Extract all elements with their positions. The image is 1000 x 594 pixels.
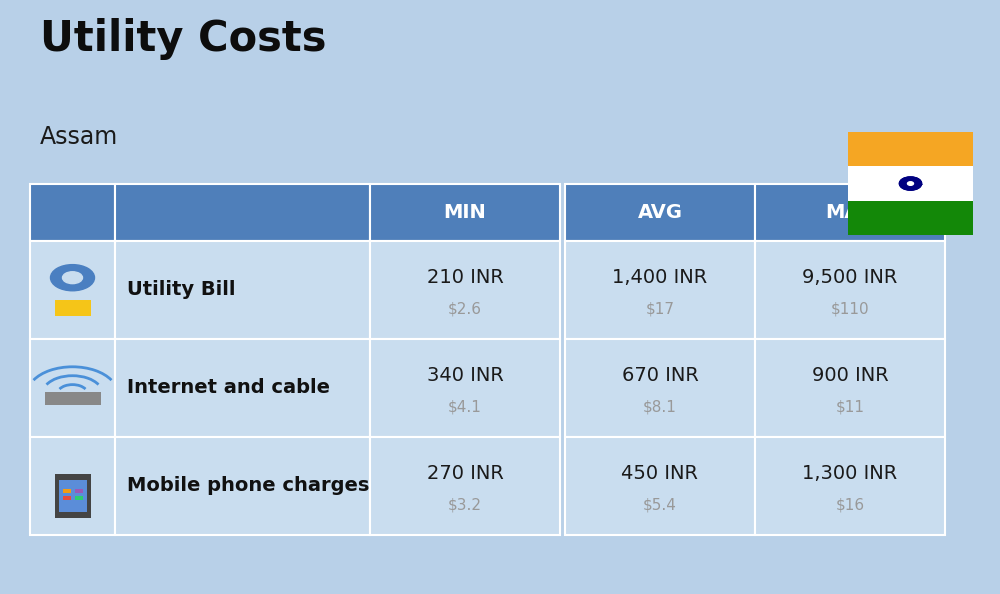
- Text: Utility Costs: Utility Costs: [40, 18, 326, 60]
- Bar: [35, 252, 110, 327]
- Text: MAX: MAX: [825, 203, 875, 222]
- Text: 670 INR: 670 INR: [622, 366, 698, 386]
- Text: 450 INR: 450 INR: [621, 465, 698, 484]
- Text: $110: $110: [831, 302, 869, 317]
- Bar: [59, 480, 87, 512]
- Text: $3.2: $3.2: [448, 498, 482, 513]
- Bar: [755, 241, 945, 339]
- Text: Assam: Assam: [40, 125, 118, 148]
- Circle shape: [900, 177, 922, 190]
- Text: 9,500 INR: 9,500 INR: [802, 268, 898, 287]
- Bar: [62, 495, 70, 500]
- Text: $16: $16: [835, 498, 865, 513]
- Bar: [848, 132, 973, 166]
- Text: 900 INR: 900 INR: [812, 366, 888, 386]
- Text: Mobile phone charges: Mobile phone charges: [127, 476, 369, 495]
- Bar: [848, 201, 973, 235]
- Bar: [55, 299, 90, 316]
- Bar: [565, 241, 755, 339]
- Circle shape: [51, 265, 95, 290]
- Text: Internet and cable: Internet and cable: [127, 378, 330, 397]
- Bar: [370, 241, 560, 339]
- Bar: [75, 488, 83, 493]
- Bar: [115, 241, 370, 339]
- Bar: [75, 495, 83, 500]
- Bar: [755, 339, 945, 437]
- Circle shape: [908, 182, 914, 185]
- Bar: [30, 184, 115, 241]
- Text: $4.1: $4.1: [448, 400, 482, 415]
- Text: $5.4: $5.4: [643, 498, 677, 513]
- Bar: [565, 339, 755, 437]
- Text: $11: $11: [836, 400, 864, 415]
- Bar: [115, 184, 370, 241]
- Circle shape: [63, 272, 83, 284]
- Text: 340 INR: 340 INR: [427, 366, 503, 386]
- Bar: [848, 166, 973, 201]
- Text: AVG: AVG: [637, 203, 682, 222]
- Bar: [370, 339, 560, 437]
- Bar: [115, 339, 370, 437]
- Bar: [755, 184, 945, 241]
- Text: $17: $17: [645, 302, 674, 317]
- Text: 1,300 INR: 1,300 INR: [802, 465, 898, 484]
- Text: $8.1: $8.1: [643, 400, 677, 415]
- Text: Utility Bill: Utility Bill: [127, 280, 236, 299]
- Bar: [565, 184, 755, 241]
- Bar: [370, 437, 560, 535]
- Bar: [115, 437, 370, 535]
- Bar: [55, 474, 90, 518]
- Bar: [30, 437, 115, 535]
- Text: 210 INR: 210 INR: [427, 268, 503, 287]
- Text: MIN: MIN: [444, 203, 486, 222]
- Bar: [30, 339, 115, 437]
- Text: 270 INR: 270 INR: [427, 465, 503, 484]
- Bar: [45, 392, 100, 405]
- Bar: [370, 184, 560, 241]
- Bar: [565, 437, 755, 535]
- Bar: [62, 488, 70, 493]
- Bar: [30, 241, 115, 339]
- Bar: [755, 437, 945, 535]
- Text: 1,400 INR: 1,400 INR: [612, 268, 708, 287]
- Text: $2.6: $2.6: [448, 302, 482, 317]
